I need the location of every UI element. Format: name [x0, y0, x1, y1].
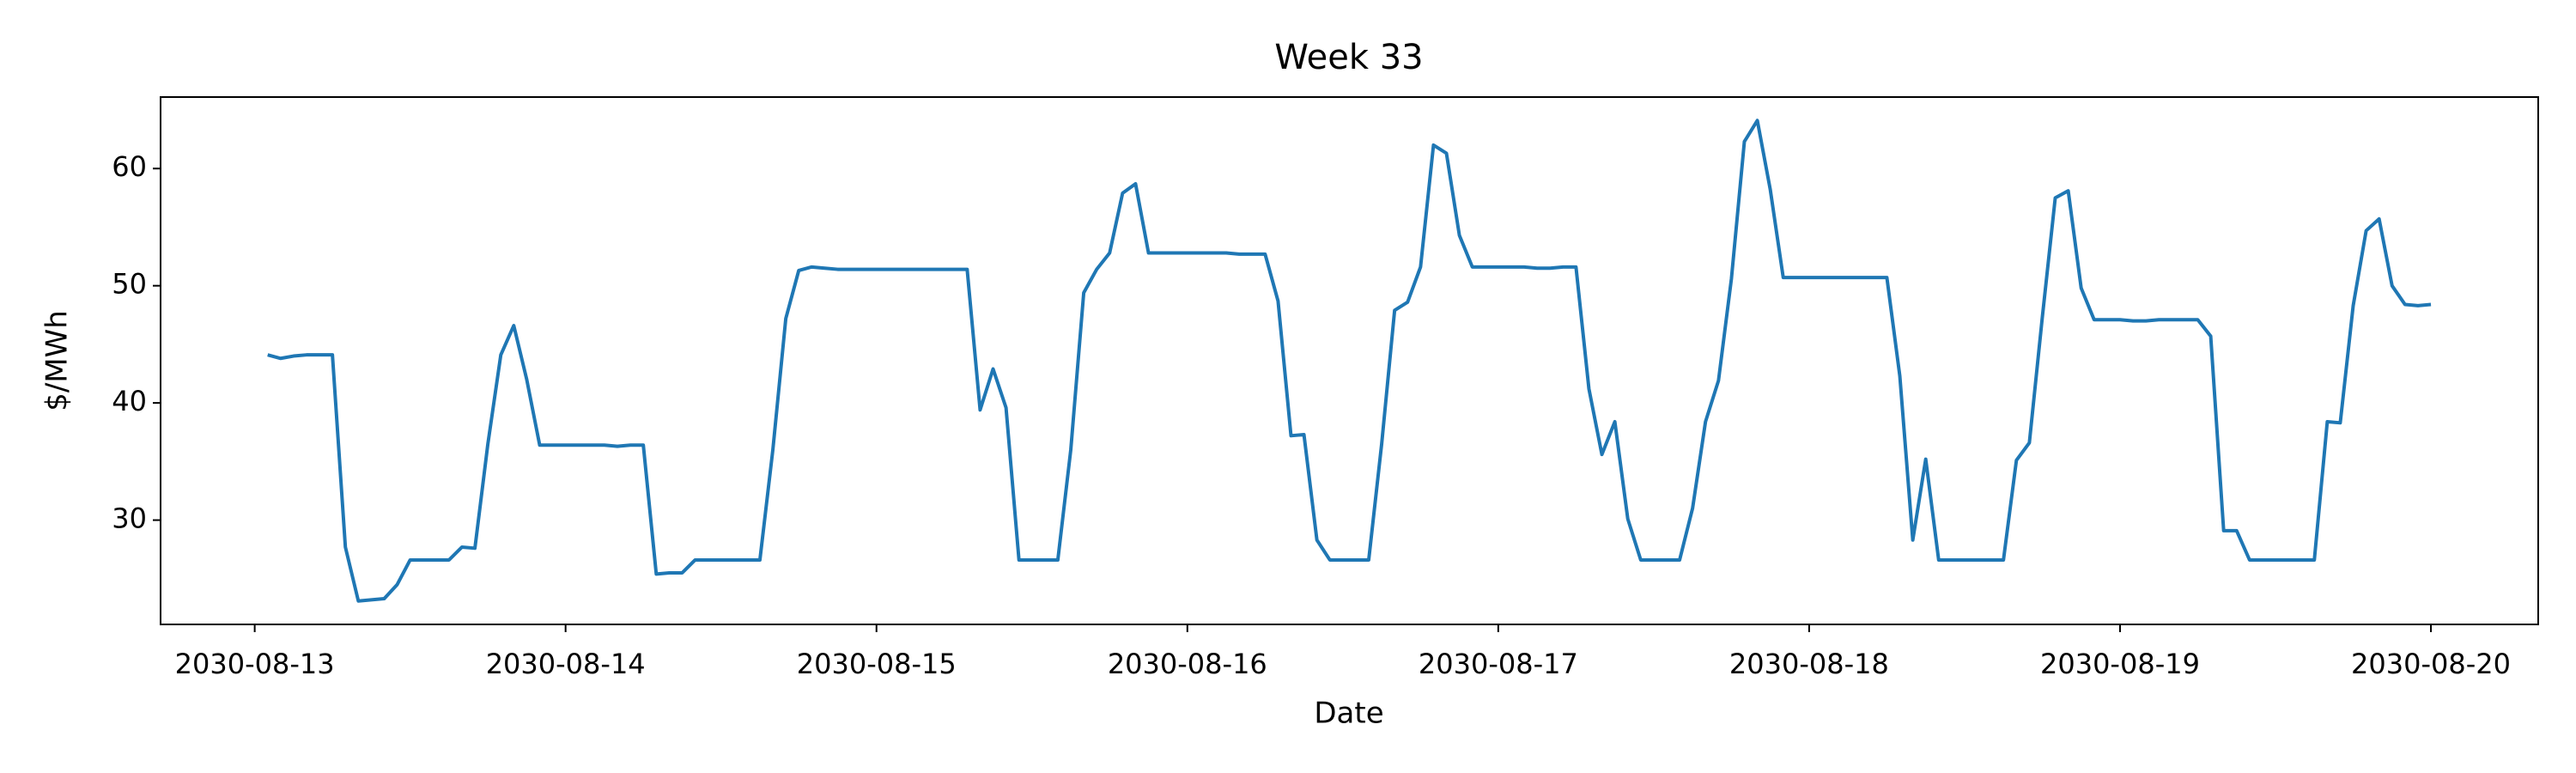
x-tick-label: 2030-08-19: [2040, 648, 2200, 680]
chart-title: Week 33: [1274, 38, 1423, 77]
x-tick-label: 2030-08-14: [486, 648, 646, 680]
y-tick-label: 60: [112, 150, 147, 183]
x-tick-label: 2030-08-18: [1729, 648, 1889, 680]
x-axis-label: Date: [1314, 697, 1383, 731]
y-tick-label: 30: [112, 502, 147, 535]
y-tick-label: 40: [112, 385, 147, 417]
x-tick-label: 2030-08-20: [2351, 648, 2511, 680]
y-axis-label: $/MWh: [40, 310, 75, 411]
x-tick-label: 2030-08-17: [1419, 648, 1578, 680]
x-tick-label: 2030-08-15: [797, 648, 957, 680]
x-tick-label: 2030-08-16: [1108, 648, 1267, 680]
y-tick-label: 50: [112, 268, 147, 301]
x-tick-label: 2030-08-13: [175, 648, 335, 680]
price-line: [267, 119, 2432, 603]
plot-frame: [160, 96, 2539, 625]
